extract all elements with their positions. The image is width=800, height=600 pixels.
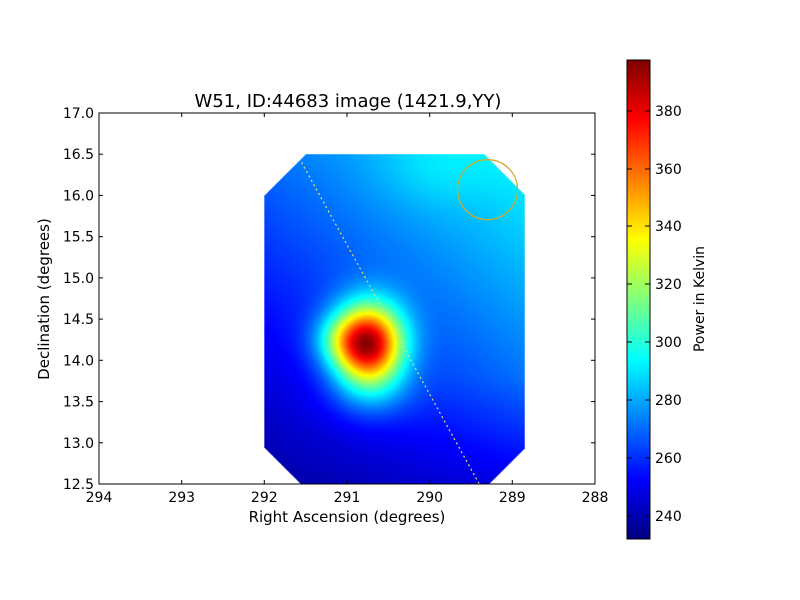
x-axis: 294 293 292 291 290 289 288 xyxy=(86,113,609,506)
colorbar-tick-label: 260 xyxy=(655,451,682,467)
x-tick: 289 xyxy=(499,113,526,506)
colorbar: 240 260 280 300 320 340 360 380 xyxy=(626,59,708,540)
scan-track-line xyxy=(301,162,480,484)
y-tick-label: 14.0 xyxy=(63,353,94,369)
colorbar-tick-label: 320 xyxy=(655,277,682,293)
x-tick: 291 xyxy=(334,113,361,506)
colorbar-tick: 260 xyxy=(627,451,682,467)
x-tick-label: 292 xyxy=(251,490,278,506)
x-tick-label: 293 xyxy=(168,490,195,506)
x-tick-label: 294 xyxy=(86,490,113,506)
colorbar-tick-label: 240 xyxy=(655,509,682,525)
x-tick-label: 289 xyxy=(499,490,526,506)
y-tick: 14.5 xyxy=(63,312,595,328)
y-tick: 15.5 xyxy=(63,230,595,246)
beam-circle xyxy=(456,159,519,221)
colorbar-tick: 280 xyxy=(627,393,682,409)
y-tick-label: 13.5 xyxy=(63,395,94,411)
colorbar-tick-label: 340 xyxy=(655,219,682,235)
colorbar-tick-label: 380 xyxy=(655,104,682,120)
x-tick-label: 290 xyxy=(416,490,443,506)
x-tick-label: 288 xyxy=(582,490,609,506)
y-tick: 15.0 xyxy=(63,271,595,287)
y-tick-label: 15.0 xyxy=(63,271,94,287)
y-tick-label: 16.0 xyxy=(63,188,94,204)
heatmap-image xyxy=(264,154,525,484)
colorbar-tick-label: 280 xyxy=(655,393,682,409)
x-tick: 293 xyxy=(168,113,195,506)
x-axis-label: Right Ascension (degrees) xyxy=(249,508,446,526)
colorbar-tick: 240 xyxy=(627,509,682,525)
y-tick-label: 12.5 xyxy=(63,477,94,493)
colorbar-tick: 340 xyxy=(627,219,682,235)
y-tick-label: 15.5 xyxy=(63,230,94,246)
y-tick-label: 14.5 xyxy=(63,312,94,328)
y-tick: 17.0 xyxy=(63,106,595,122)
y-axis: 12.5 13.0 13.5 14.0 14.5 15.0 15.5 16.0 xyxy=(63,106,595,493)
colorbar-tick-label: 360 xyxy=(655,162,682,178)
chart-title: W51, ID:44683 image (1421.9,YY) xyxy=(195,91,502,112)
x-tick-label: 291 xyxy=(334,490,361,506)
y-tick-label: 13.0 xyxy=(63,436,94,452)
colorbar-tick-label: 300 xyxy=(655,335,682,351)
y-tick: 13.5 xyxy=(63,395,595,411)
colorbar-tick: 320 xyxy=(627,277,682,293)
y-tick: 13.0 xyxy=(63,436,595,452)
colorbar-tick: 380 xyxy=(627,104,682,120)
y-axis-label: Declination (degrees) xyxy=(35,218,53,380)
y-tick: 16.5 xyxy=(63,147,595,163)
x-tick: 292 xyxy=(251,113,278,506)
x-tick: 290 xyxy=(416,113,443,506)
y-tick: 14.0 xyxy=(63,353,595,369)
x-tick: 294 xyxy=(86,113,113,506)
y-tick: 12.5 xyxy=(63,477,595,493)
y-tick-label: 16.5 xyxy=(63,147,94,163)
y-tick: 16.0 xyxy=(63,188,595,204)
y-tick-label: 17.0 xyxy=(63,106,94,122)
x-tick: 288 xyxy=(582,113,609,506)
colorbar-label: Power in Kelvin xyxy=(692,246,708,352)
colorbar-tick: 360 xyxy=(627,162,682,178)
colorbar-gradient xyxy=(626,59,651,540)
colorbar-tick: 300 xyxy=(627,335,682,351)
